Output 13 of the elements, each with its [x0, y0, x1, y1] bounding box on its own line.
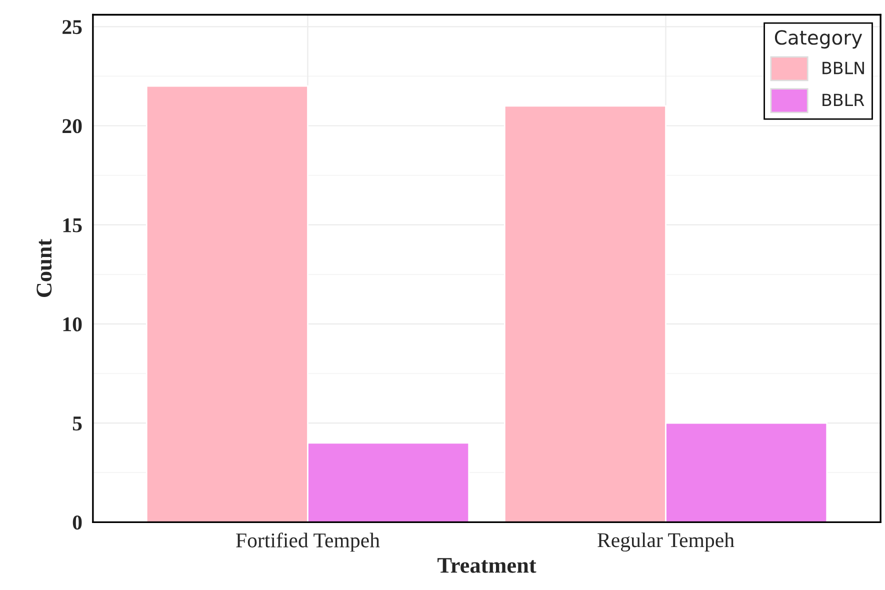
y-tick-label: 15: [63, 218, 82, 232]
y-tick-label: 10: [63, 317, 82, 332]
legend-title: Category: [774, 30, 862, 49]
legend-label: BBLR: [822, 94, 864, 106]
y-tick-label: 0: [72, 516, 82, 530]
y-tick-label: 25: [62, 20, 82, 34]
y-tick-label: 20: [62, 119, 82, 134]
x-tick-label: Regular Tempeh: [598, 532, 734, 552]
legend-label: BBLN: [822, 62, 864, 74]
x-tick-label: Fortified Tempeh: [236, 532, 380, 552]
x-axis-title: Treatment: [438, 558, 536, 573]
y-tick-label: 5: [72, 416, 82, 430]
y-axis-title: Count: [36, 238, 52, 297]
